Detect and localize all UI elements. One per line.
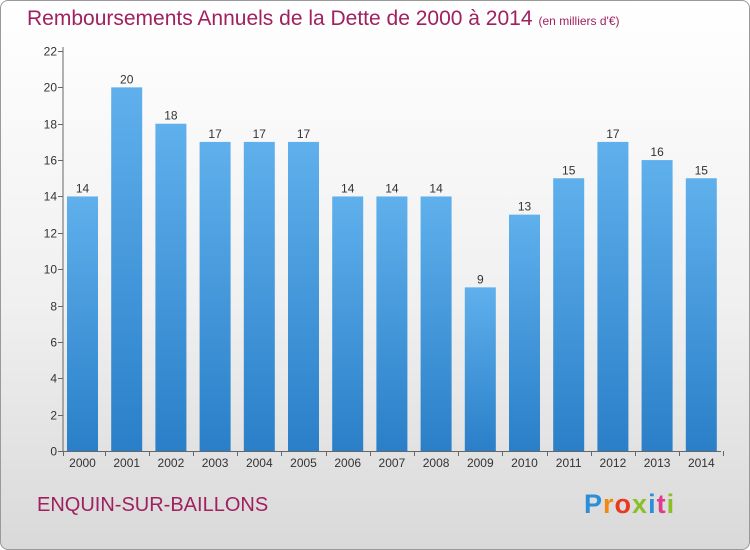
logo-letter: x: [632, 489, 649, 519]
proxiti-logo: Proxiti: [584, 489, 675, 520]
y-tick-label: 8: [50, 300, 57, 314]
y-tick-label: 20: [44, 81, 58, 95]
x-axis: 2000 2001 2002 2003 2004 2005 2006 2007 2008 2009…: [63, 451, 724, 470]
bar-2004: [243, 141, 275, 451]
bar-2013: [641, 160, 673, 451]
bar-value-label: 13: [518, 200, 532, 214]
bar-value-label: 15: [562, 163, 576, 177]
x-tick-label: 2006: [334, 456, 361, 470]
bar-value-label: 17: [606, 127, 620, 141]
x-tick-label: 2013: [644, 456, 671, 470]
bar-2009: [464, 287, 496, 451]
x-tick-label: 2004: [246, 456, 273, 470]
bar-2008: [420, 196, 452, 451]
y-tick-label: 16: [44, 154, 58, 168]
x-tick-label: 2008: [423, 456, 450, 470]
y-tick-label: 4: [50, 372, 57, 386]
bar-value-label: 17: [297, 127, 311, 141]
x-tick-label: 2001: [113, 456, 140, 470]
chart-subtitle: (en milliers d'€): [538, 14, 620, 28]
bar-2006: [332, 196, 364, 451]
bar-value-label: 16: [650, 145, 664, 159]
bar-value-label: 14: [341, 181, 355, 195]
x-tick-label: 2005: [290, 456, 317, 470]
logo-letter: o: [614, 489, 633, 519]
bar-2002: [155, 123, 187, 452]
logo-letter: r: [603, 489, 615, 519]
bar-2005: [288, 141, 319, 451]
bar-value-label: 20: [120, 72, 134, 86]
y-axis: 0 2 4 6 8 10 12 14 16 18 20 22: [44, 45, 64, 459]
bar-value-label: 15: [695, 163, 709, 177]
bar-2001: [111, 87, 143, 451]
x-tick-label: 2012: [600, 456, 627, 470]
chart-title-text: Remboursements Annuels de la Dette de 20…: [27, 7, 533, 30]
bar-value-label: 18: [164, 109, 178, 123]
bar-value-label: 14: [429, 181, 443, 195]
x-tick-label: 2009: [467, 456, 494, 470]
y-tick-label: 12: [44, 227, 58, 241]
bar-2014: [685, 178, 717, 452]
x-tick-label: 2002: [158, 456, 185, 470]
bar-2000: [67, 196, 98, 451]
y-tick-label: 2: [50, 409, 57, 423]
y-tick-label: 18: [44, 118, 58, 132]
logo-letter: i: [648, 489, 657, 519]
x-tick-label: 2010: [511, 456, 538, 470]
logo-letter: i: [666, 489, 676, 519]
x-tick-label: 2011: [556, 456, 582, 470]
bar-2012: [597, 141, 629, 451]
x-tick-label: 2014: [688, 456, 715, 470]
bar-2003: [199, 141, 231, 451]
location-name: ENQUIN-SUR-BAILLONS: [37, 494, 269, 516]
bar-2011: [553, 178, 585, 452]
logo-letter: P: [584, 489, 604, 519]
x-tick-label: 2000: [69, 456, 96, 470]
bar-value-label: 14: [385, 181, 399, 195]
y-tick-label: 6: [50, 336, 57, 350]
bar-value-label: 17: [208, 127, 222, 141]
x-tick-label: 2007: [379, 456, 406, 470]
bar-value-label: 9: [477, 272, 484, 286]
y-tick-label: 10: [44, 263, 58, 277]
logo-letter: t: [656, 489, 667, 519]
chart-title: Remboursements Annuels de la Dette de 20…: [27, 7, 620, 31]
y-tick-label: 22: [44, 45, 58, 59]
bar-2010: [509, 214, 540, 451]
bars: 14 20 18 17 17 17 14 14 14 9 13 15 17 16 15: [67, 72, 717, 452]
y-tick-label: 14: [44, 190, 58, 204]
bar-value-label: 14: [76, 181, 90, 195]
bar-2007: [376, 196, 408, 451]
bar-value-label: 17: [253, 127, 267, 141]
x-tick-label: 2003: [202, 456, 229, 470]
y-tick-label: 0: [50, 445, 57, 459]
